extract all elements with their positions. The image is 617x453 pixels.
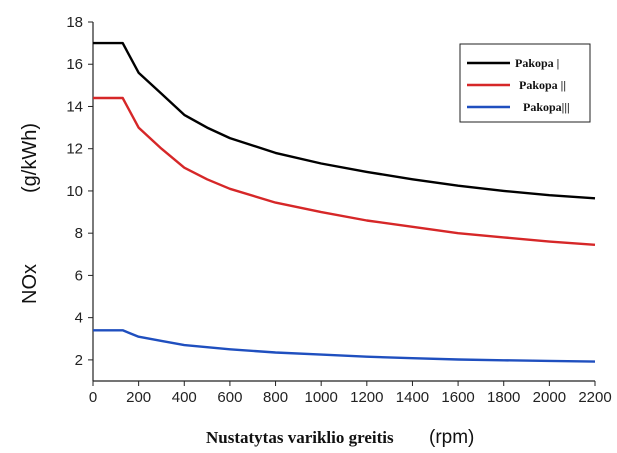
x-tick-label: 0: [89, 389, 97, 406]
x-axis-unit: (rpm): [429, 427, 474, 448]
x-tick-label: 200: [126, 389, 151, 406]
series-line-3: [93, 329, 596, 363]
y-axis-ticks: 2 4 6 8 10 12 14 16 18: [66, 14, 93, 369]
legend-label-2: Pakopa ||: [519, 78, 566, 92]
legend-label-3: Pakopa|||: [523, 100, 570, 114]
y-tick-label: 2: [75, 352, 83, 369]
y-tick-label: 4: [75, 310, 83, 327]
y-tick-label: 14: [66, 98, 83, 115]
x-tick-label: 2000: [533, 389, 566, 406]
x-tick-label: 1600: [441, 389, 474, 406]
series-line-1: [93, 41, 596, 200]
x-tick-label: 1400: [396, 389, 429, 406]
y-tick-label: 18: [66, 14, 83, 31]
x-tick-label: 800: [263, 389, 288, 406]
x-tick-label: 1200: [350, 389, 383, 406]
series-lines: [93, 41, 596, 363]
series-line-2: [93, 96, 596, 246]
x-tick-label: 2200: [578, 389, 611, 406]
y-tick-label: 10: [66, 183, 83, 200]
legend-box: [459, 43, 591, 123]
x-tick-label: 400: [172, 389, 197, 406]
y-tick-label: 12: [66, 141, 83, 158]
x-tick-label: 1800: [487, 389, 520, 406]
x-axis-label: Nustatytas variklio greitis: [206, 428, 394, 447]
y-tick-label: 8: [75, 225, 83, 242]
y-axis-unit: (g/kWh): [19, 123, 41, 193]
axes: [92, 22, 595, 382]
y-tick-label: 16: [66, 56, 83, 73]
y-tick-label: 6: [75, 267, 83, 284]
x-tick-label: 1000: [304, 389, 337, 406]
legend: Pakopa | Pakopa || Pakopa|||: [459, 43, 591, 123]
y-axis-label: NOx: [19, 264, 41, 304]
x-tick-label: 600: [217, 389, 242, 406]
legend-label-1: Pakopa |: [515, 56, 559, 70]
x-axis-ticks: 0 200 400 600 800 1000 1200 1400 1600 1800 2000 220…: [89, 381, 612, 406]
